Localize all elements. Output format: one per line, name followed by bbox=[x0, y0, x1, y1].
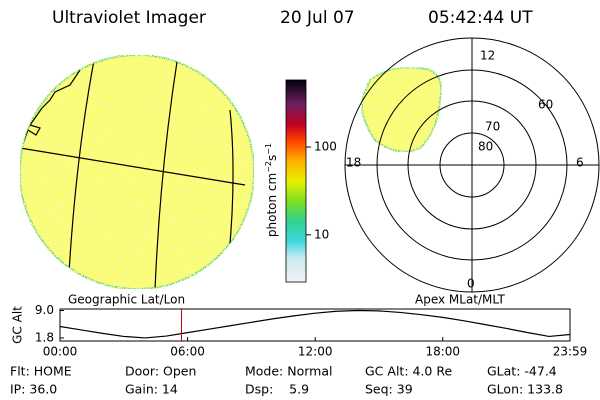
mlt-label: 18 bbox=[346, 156, 361, 170]
x-tick-label: 23:59 bbox=[553, 345, 588, 359]
mlat-label: 80 bbox=[478, 140, 493, 154]
x-tick-label: 06:00 bbox=[170, 345, 205, 359]
geo-image bbox=[20, 54, 255, 290]
colorbar-tick-label: 100 bbox=[314, 140, 337, 154]
status: GC Alt: 4.0 Re bbox=[365, 364, 452, 379]
status: Door: Open bbox=[125, 364, 196, 379]
x-tick-label: 18:00 bbox=[425, 345, 460, 359]
x-tick-label: 12:00 bbox=[298, 345, 333, 359]
polar-plot bbox=[344, 37, 600, 293]
mlt-label: 0 bbox=[467, 277, 475, 291]
time: 05:42:44 UT bbox=[428, 8, 533, 28]
status: Flt: HOME bbox=[10, 364, 72, 379]
colorbar-tick-label: 10 bbox=[314, 227, 329, 241]
status: Gain: 14 bbox=[125, 382, 178, 397]
status: Mode: Normal bbox=[245, 364, 332, 379]
status: GLat: -47.4 bbox=[487, 364, 557, 379]
date: 20 Jul 07 bbox=[280, 8, 355, 28]
unit-exp: −1 bbox=[264, 143, 273, 155]
y-tick-label: 9.0 bbox=[35, 303, 54, 317]
alt-line bbox=[59, 309, 571, 339]
title: Ultraviolet Imager bbox=[52, 8, 206, 28]
colorbar bbox=[285, 79, 307, 283]
x-tick-label: 00:00 bbox=[43, 345, 78, 359]
y-tick-label: 1.8 bbox=[35, 330, 54, 344]
colorbar-unit: photon cm−2s−1 bbox=[264, 143, 279, 237]
status: Seq: 39 bbox=[365, 382, 413, 397]
mlat-label: 60 bbox=[538, 98, 553, 112]
geo-label: Geographic Lat/Lon bbox=[68, 293, 185, 307]
status: IP: 36.0 bbox=[10, 382, 57, 397]
unit: photon cm bbox=[265, 173, 279, 237]
unit-exp: −2 bbox=[264, 161, 273, 173]
status: Dsp: 5.9 bbox=[245, 382, 309, 397]
polar-label: Apex MLat/MLT bbox=[415, 293, 505, 307]
status: GLon: 133.8 bbox=[487, 382, 563, 397]
alt-ylabel: GC Alt bbox=[11, 306, 25, 344]
unit: s bbox=[265, 155, 279, 161]
mlt-label: 12 bbox=[480, 49, 495, 63]
mlat-label: 70 bbox=[485, 120, 500, 134]
mlt-label: 6 bbox=[576, 156, 584, 170]
